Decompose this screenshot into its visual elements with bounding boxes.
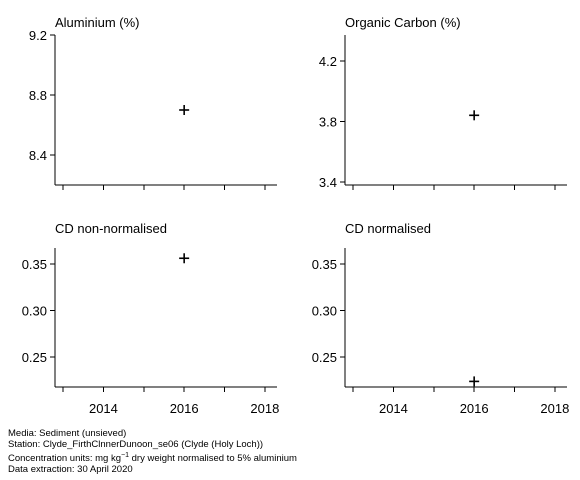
chart-panel-2: Organic Carbon (%) 3.4 3.8 4.2 xyxy=(319,15,567,190)
chart-panel-4: CD normalised 0.25 0.30 0.35 2014 2016 2018 xyxy=(312,221,570,416)
x-tick-label: 2018 xyxy=(250,401,279,416)
x-tick-label: 2016 xyxy=(170,401,199,416)
y-tick-label: 9.2 xyxy=(29,28,47,43)
data-point xyxy=(179,253,190,264)
x-tick-label: 2018 xyxy=(540,401,569,416)
y-tick-label: 4.2 xyxy=(319,54,337,69)
chart-panel-1: Aluminium (%) 8.4 8.8 9.2 xyxy=(29,15,277,190)
y-tick-label: 0.25 xyxy=(22,350,47,365)
footer-extraction: Data extraction: 30 April 2020 xyxy=(8,464,133,476)
panel-title: CD normalised xyxy=(345,221,431,236)
chart-panel-3: CD non-normalised 0.25 0.30 0.35 2014 2016 201… xyxy=(22,221,280,416)
chart-grid: Aluminium (%) 8.4 8.8 9.2 Organic Carbon (%)… xyxy=(22,15,570,416)
x-tick-label: 2016 xyxy=(460,401,489,416)
chart-footer: Media: Sediment (unsieved) Station: Clyd… xyxy=(8,428,297,475)
panel-title: Aluminium (%) xyxy=(55,15,140,30)
x-tick-label: 2014 xyxy=(89,401,118,416)
footer-units: Concentration units: mg kg−1 dry weight … xyxy=(8,452,297,465)
panel-title: CD non-normalised xyxy=(55,221,167,236)
footer-media: Media: Sediment (unsieved) xyxy=(8,428,127,439)
y-tick-label: 8.4 xyxy=(29,148,47,163)
y-tick-label: 0.35 xyxy=(312,257,337,272)
y-tick-label: 0.30 xyxy=(312,304,337,319)
x-tick-label: 2014 xyxy=(379,401,408,416)
data-point xyxy=(179,105,190,115)
y-tick-label: 0.25 xyxy=(312,350,337,365)
footer-station: Station: Clyde_FirthClnnerDunoon_se06 (C… xyxy=(8,439,264,450)
y-tick-label: 3.4 xyxy=(319,175,337,190)
y-tick-label: 0.35 xyxy=(22,257,47,272)
y-tick-label: 3.8 xyxy=(319,114,337,129)
data-point xyxy=(469,110,480,121)
data-point xyxy=(469,376,480,387)
panel-title: Organic Carbon (%) xyxy=(345,15,461,30)
y-tick-label: 8.8 xyxy=(29,88,47,103)
y-tick-label: 0.30 xyxy=(22,304,47,319)
